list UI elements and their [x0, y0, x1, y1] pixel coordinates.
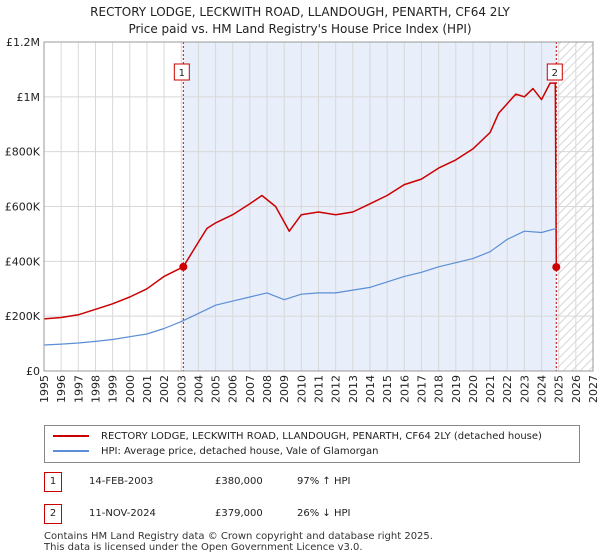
x-tick-label: 2025	[553, 375, 566, 403]
transaction-hpi-change: 26% ↓ HPI	[297, 508, 351, 519]
x-tick-label: 1997	[72, 375, 85, 403]
x-tick-label: 2002	[158, 375, 171, 403]
x-tick-label: 1998	[89, 375, 102, 403]
legend-swatch-property	[53, 435, 89, 437]
price-paid-line	[43, 82, 558, 320]
x-tick-label: 2022	[501, 375, 514, 403]
y-tick-label: £600K	[5, 201, 41, 214]
legend-label-property: RECTORY LODGE, LECKWITH ROAD, LLANDOUGH,…	[101, 431, 542, 442]
transaction-price: £380,000	[215, 476, 263, 487]
x-tick-label: 2013	[347, 375, 360, 403]
footer-line-1: Contains HM Land Registry data © Crown c…	[44, 531, 433, 542]
legend-item-property: RECTORY LODGE, LECKWITH ROAD, LLANDOUGH,…	[53, 430, 542, 444]
x-tick-label: 2000	[124, 375, 137, 403]
transaction-date: 14-FEB-2003	[89, 476, 154, 487]
y-tick-label: £1M	[17, 91, 41, 104]
chart-title: RECTORY LODGE, LECKWITH ROAD, LLANDOUGH,…	[0, 4, 600, 38]
y-tick-label: £0	[26, 365, 40, 378]
marker-label-box	[546, 63, 563, 81]
x-tick-label: 2014	[364, 375, 377, 403]
x-tick-label: 2001	[141, 375, 154, 403]
x-tick-label: 2026	[570, 375, 583, 403]
x-tick-label: 2017	[415, 375, 428, 403]
marker-label-box	[173, 63, 190, 81]
x-tick-label: 2015	[381, 375, 394, 403]
sale-point	[179, 262, 188, 271]
transaction-hpi-change: 97% ↑ HPI	[297, 476, 351, 487]
x-tick-label: 2003	[175, 375, 188, 403]
y-tick-label: £200K	[5, 310, 41, 323]
x-tick-label: 2018	[433, 375, 446, 403]
x-tick-label: 2011	[313, 375, 326, 403]
title-line-2: Price paid vs. HM Land Registry's House …	[128, 22, 472, 36]
x-tick-label: 2021	[484, 375, 497, 403]
x-tick-label: 2012	[330, 375, 343, 403]
legend-label-hpi: HPI: Average price, detached house, Vale…	[101, 446, 379, 457]
plot-frame	[43, 41, 594, 372]
x-tick-label: 2004	[192, 375, 205, 403]
transaction-date: 11-NOV-2024	[89, 508, 156, 519]
transaction-price: £379,000	[215, 508, 263, 519]
footer: Contains HM Land Registry data © Crown c…	[44, 531, 433, 553]
hpi-line	[43, 227, 557, 346]
x-tick-label: 2006	[227, 375, 240, 403]
transaction-badge: 2	[44, 504, 62, 524]
x-tick-label: 2007	[244, 375, 257, 403]
x-tick-label: 2020	[467, 375, 480, 403]
title-line-1: RECTORY LODGE, LECKWITH ROAD, LLANDOUGH,…	[90, 5, 510, 19]
sale-point	[552, 263, 561, 272]
price-chart: 1 2 £0 £200K £400K £600K £800K £1M £1.2M 1995 1996…	[5, 36, 600, 403]
transaction-badge: 1	[44, 472, 62, 492]
x-tick-label: 2023	[518, 375, 531, 403]
marker-label: 2	[552, 68, 558, 79]
x-tick-label: 1995	[38, 375, 51, 403]
marker-label: 1	[179, 68, 185, 79]
x-tick-label: 2019	[450, 375, 463, 403]
x-tick-label: 2009	[278, 375, 291, 403]
x-tick-label: 2027	[587, 375, 600, 403]
legend-item-hpi: HPI: Average price, detached house, Vale…	[53, 445, 379, 459]
x-tick-label: 2016	[398, 375, 411, 403]
footer-line-2: This data is licensed under the Open Gov…	[44, 542, 363, 553]
y-tick-label: £1.2M	[6, 36, 40, 49]
y-tick-label: £800K	[5, 146, 41, 159]
legend: RECTORY LODGE, LECKWITH ROAD, LLANDOUGH,…	[44, 425, 580, 463]
x-tick-label: 2010	[295, 375, 308, 403]
x-tick-label: 1996	[55, 375, 68, 403]
x-tick-label: 1999	[107, 375, 120, 403]
legend-swatch-hpi	[53, 450, 89, 452]
y-tick-label: £400K	[5, 255, 41, 268]
x-tick-label: 2005	[210, 375, 223, 403]
x-tick-label: 2008	[261, 375, 274, 403]
x-tick-label: 2024	[536, 375, 549, 403]
